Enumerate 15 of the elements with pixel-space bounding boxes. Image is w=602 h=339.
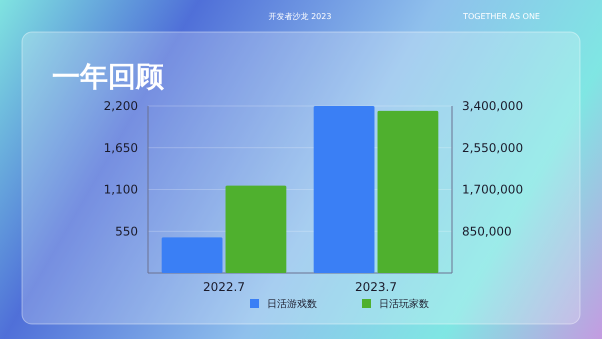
legend-label: 日活玩家数 bbox=[379, 298, 429, 310]
y2-tick-label: 850,000 bbox=[462, 224, 512, 238]
x-tick-label: 2023.7 bbox=[355, 280, 397, 294]
legend-label: 日活游戏数 bbox=[267, 298, 317, 310]
x-tick-label: 2022.7 bbox=[203, 280, 245, 294]
y-tick-label: 2,200 bbox=[104, 99, 138, 113]
chart-title: 一年回顾 bbox=[52, 60, 164, 93]
y2-tick-label: 2,550,000 bbox=[462, 140, 524, 155]
y-tick-label: 1,650 bbox=[104, 140, 138, 155]
y2-tick-label: 3,400,000 bbox=[462, 99, 524, 113]
text: 开发者沙龙 2023 bbox=[268, 12, 332, 21]
text: TOGETHER AS ONE bbox=[462, 12, 540, 21]
y2-tick-label: 1,700,000 bbox=[462, 182, 524, 196]
y-tick-label: 550 bbox=[115, 224, 138, 238]
y-tick-label: 1,100 bbox=[104, 182, 138, 196]
